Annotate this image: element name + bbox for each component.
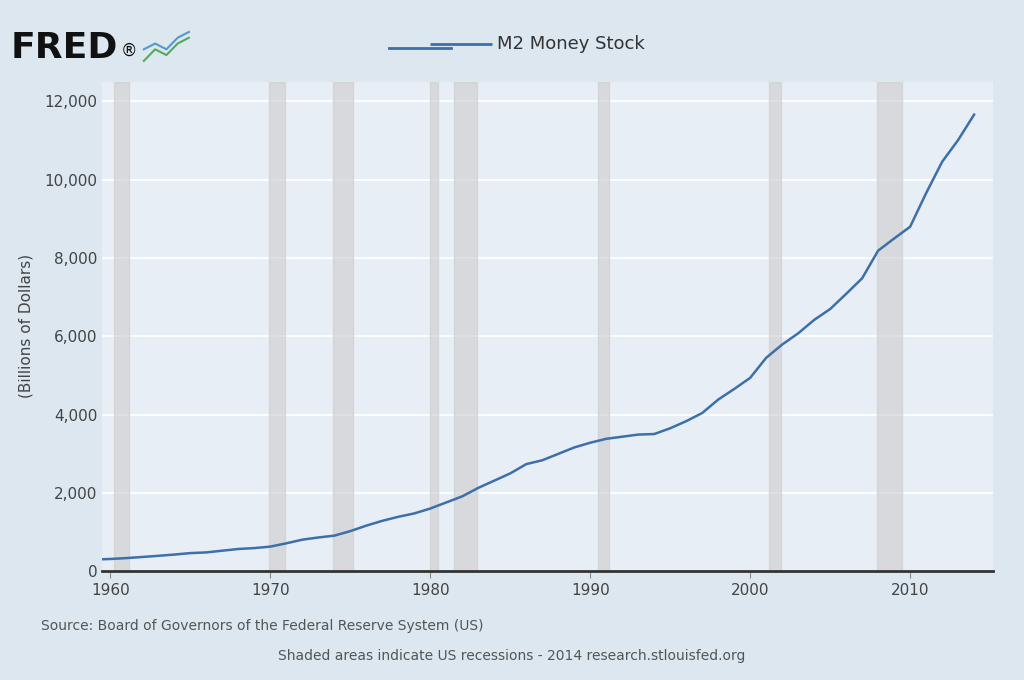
Bar bbox=[877, 82, 902, 571]
Y-axis label: (Billions of Dollars): (Billions of Dollars) bbox=[18, 254, 34, 398]
Bar bbox=[430, 82, 438, 571]
Bar bbox=[115, 82, 129, 571]
Text: M2 Money Stock: M2 Money Stock bbox=[497, 35, 644, 53]
Text: Shaded areas indicate US recessions - 2014 research.stlouisfed.org: Shaded areas indicate US recessions - 20… bbox=[279, 649, 745, 663]
Text: ®: ® bbox=[121, 42, 137, 60]
Text: Source: Board of Governors of the Federal Reserve System (US): Source: Board of Governors of the Federa… bbox=[41, 619, 483, 632]
Bar bbox=[598, 82, 609, 571]
Text: FRED: FRED bbox=[10, 31, 118, 65]
Bar bbox=[269, 82, 285, 571]
Bar bbox=[455, 82, 477, 571]
Bar bbox=[333, 82, 353, 571]
Bar bbox=[769, 82, 781, 571]
